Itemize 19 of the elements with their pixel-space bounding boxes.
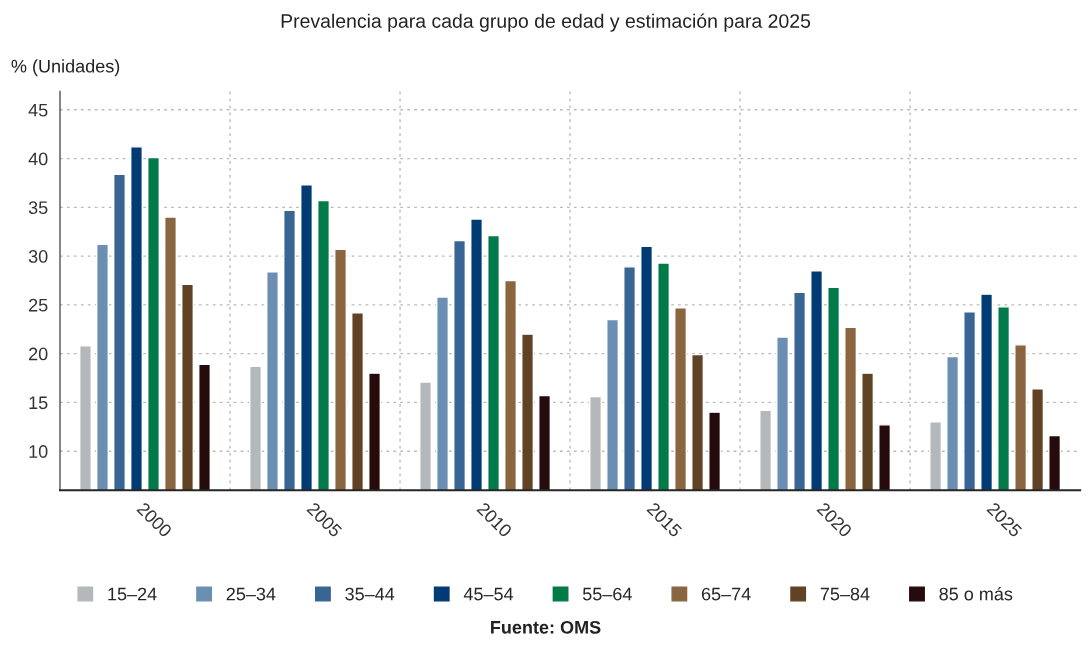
y-tick-label: 35 [28, 201, 48, 215]
y-tick-label: 10 [29, 445, 48, 458]
source-note: Fuente: OMS [491, 620, 601, 634]
y-axis-title: % (Unidades) [11, 59, 120, 77]
y-tick-label: 15 [29, 396, 48, 410]
y-tick-label: 20 [29, 347, 48, 361]
legend-label: 45–54 [463, 587, 514, 601]
y-tick-label: 25 [29, 298, 48, 312]
legend-label: 25–34 [226, 587, 276, 601]
legend-label: 15–24 [108, 587, 157, 601]
chart-title: Prevalencia para cada grupo de edad y estimación para 2025 [281, 13, 811, 32]
legend-label: 65–74 [701, 587, 751, 601]
y-tick-label: 45 [28, 103, 48, 117]
y-tick-label: 30 [28, 250, 48, 263]
legend-label: 55–64 [582, 587, 632, 601]
legend-label: 35–44 [345, 587, 395, 601]
legend-label: 85 o más [939, 586, 1013, 601]
y-tick-label: 40 [28, 152, 48, 166]
legend-label: 75–84 [820, 587, 870, 601]
